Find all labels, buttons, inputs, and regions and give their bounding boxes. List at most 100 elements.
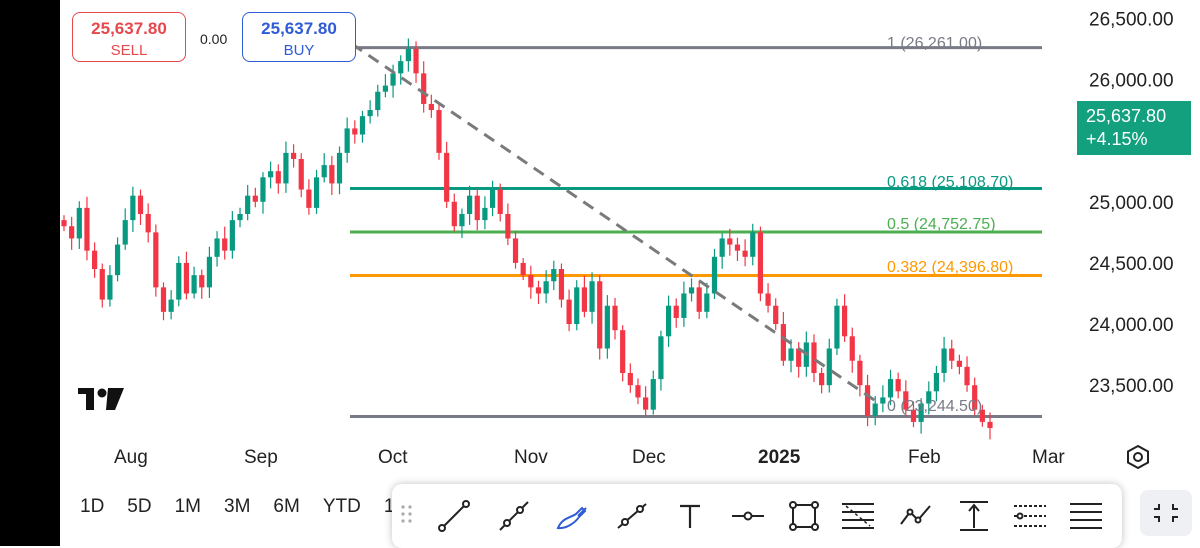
horizontal-ray-icon[interactable]: [728, 496, 768, 536]
candle-body: [681, 293, 687, 318]
candle-body: [413, 48, 419, 74]
path-icon[interactable]: [896, 496, 936, 536]
candle: [895, 372, 901, 399]
extended-line-icon[interactable]: [612, 496, 652, 536]
candle: [413, 41, 419, 83]
candle: [421, 61, 427, 113]
trend-line-drawing[interactable]: [351, 42, 881, 406]
candle: [979, 404, 985, 427]
fib-channel-icon[interactable]: [1010, 496, 1050, 536]
candle: [643, 386, 649, 416]
candle-body: [727, 238, 733, 245]
candle-body: [849, 336, 855, 361]
candle: [336, 146, 343, 195]
candle-body: [757, 232, 764, 294]
sell-button[interactable]: 25,637.80 SELL: [72, 12, 186, 62]
candle: [329, 155, 335, 196]
candle-body: [344, 128, 350, 153]
candle-body: [696, 287, 702, 312]
candle: [290, 144, 297, 168]
candle-body: [336, 152, 343, 184]
last-price-change: +4.15%: [1086, 129, 1148, 149]
text-icon[interactable]: [670, 496, 710, 536]
candle-body: [788, 348, 794, 361]
candle-body: [229, 220, 235, 251]
candle-body: [313, 177, 320, 208]
candle: [107, 265, 113, 307]
candle-body: [321, 165, 327, 178]
candle: [306, 179, 312, 215]
candle: [910, 401, 917, 428]
brush-icon[interactable]: [552, 496, 592, 536]
candle: [926, 381, 932, 415]
candle-body: [160, 287, 167, 312]
candle: [222, 226, 228, 260]
candle: [321, 153, 327, 183]
candle: [145, 203, 151, 243]
candle-body: [260, 177, 266, 202]
candle-body: [107, 275, 113, 300]
candle-body: [558, 269, 565, 300]
rectangle-icon[interactable]: [784, 496, 824, 536]
candle-body: [92, 250, 98, 270]
candle: [229, 211, 235, 259]
candle: [535, 280, 542, 305]
chart-settings-icon[interactable]: [1125, 444, 1151, 470]
candle-body: [512, 238, 519, 263]
timeframe-1d[interactable]: 1D: [80, 496, 105, 517]
fullscreen-toggle-button[interactable]: [1140, 490, 1192, 536]
candle: [528, 265, 534, 299]
collapse-icon: [1154, 504, 1178, 522]
candle-body: [834, 305, 840, 349]
candle: [742, 239, 748, 267]
candle: [872, 395, 878, 426]
candle-body: [145, 214, 151, 233]
candle-body: [796, 348, 802, 367]
candle-body: [543, 281, 549, 294]
trend-line-icon[interactable]: [434, 496, 474, 536]
candle: [604, 295, 610, 359]
candle: [61, 215, 67, 232]
fib-retracement-icon[interactable]: [838, 496, 878, 536]
candle: [864, 374, 871, 427]
candle-body: [137, 195, 144, 214]
candle: [313, 169, 320, 214]
candle: [275, 164, 281, 194]
timeframe-5d[interactable]: 5D: [127, 496, 152, 517]
measure-icon[interactable]: [954, 496, 994, 536]
timeframe-ytd[interactable]: YTD: [322, 496, 361, 517]
candle: [773, 298, 779, 331]
candle-body: [168, 299, 174, 312]
candle: [887, 369, 894, 406]
candle-body: [199, 275, 205, 288]
candle-body: [528, 275, 534, 288]
ray-icon[interactable]: [494, 496, 534, 536]
buy-button[interactable]: 25,637.80 BUY: [242, 12, 356, 62]
candle-body: [688, 287, 695, 294]
candle-body: [964, 366, 970, 386]
candle: [589, 272, 595, 324]
timeframe-6m[interactable]: 6M: [273, 496, 300, 517]
drag-handle-icon[interactable]: [400, 504, 414, 530]
candle-body: [459, 214, 465, 227]
candle-body: [405, 48, 411, 62]
timeframe-1m[interactable]: 1M: [174, 496, 201, 517]
timeframe-3m[interactable]: 3M: [224, 496, 251, 517]
candle-body: [275, 171, 281, 184]
candle: [451, 193, 457, 232]
candle: [382, 74, 389, 98]
candle-body: [176, 262, 182, 300]
candle-body: [972, 385, 978, 410]
candle: [206, 246, 213, 299]
candle-body: [581, 287, 587, 312]
candle: [719, 233, 725, 269]
candle-body: [283, 152, 289, 184]
parallel-channel-icon[interactable]: [1066, 496, 1106, 536]
candle: [137, 189, 144, 226]
candle: [122, 208, 128, 250]
fib-label-0382: 0.382 (24,396.80): [887, 259, 1013, 276]
candle-body: [864, 385, 871, 416]
candle-body: [84, 207, 90, 251]
candle: [688, 278, 695, 302]
